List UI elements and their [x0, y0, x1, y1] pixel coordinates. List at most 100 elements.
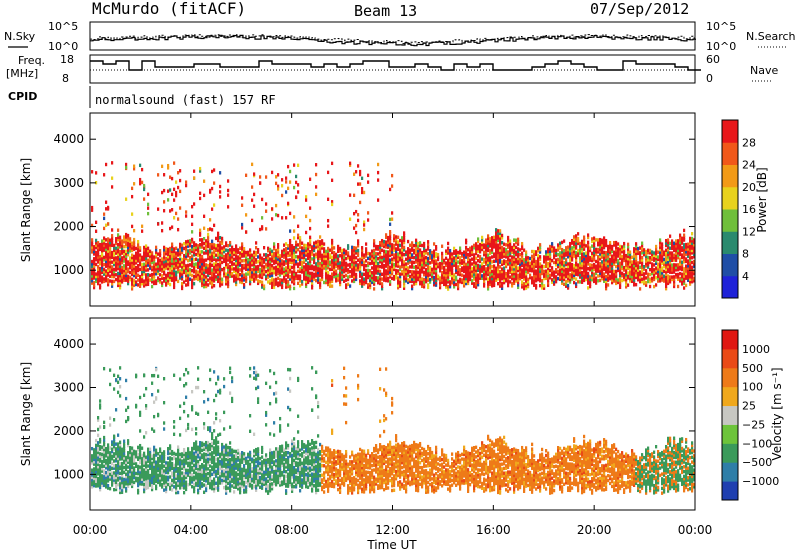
scatter-cell: [137, 254, 140, 258]
scatter-cell: [391, 243, 394, 247]
scatter-cell: [647, 272, 650, 277]
scatter-cell: [391, 276, 394, 281]
scatter-cell: [237, 264, 240, 269]
scatter-cell: [411, 286, 414, 291]
scatter-cell: [617, 268, 620, 273]
scatter-cell: [139, 177, 142, 182]
scatter-cell: [209, 276, 212, 280]
scatter-cell: [113, 434, 116, 438]
scatter-cell: [433, 259, 436, 263]
scatter-cell: [547, 264, 550, 268]
scatter-cell: [165, 280, 168, 285]
scatter-cell: [499, 243, 502, 248]
scatter-cell: [471, 281, 474, 285]
scatter-cell: [327, 270, 330, 275]
scatter-cell: [661, 251, 664, 256]
scatter-cell: [319, 261, 322, 266]
scatter-cell: [349, 262, 352, 267]
scatter-cell: [419, 277, 422, 281]
scatter-cell: [635, 256, 638, 260]
scatter-cell: [107, 249, 110, 253]
scatter-cell: [395, 271, 398, 275]
scatter-cell: [591, 268, 594, 272]
scatter-cell: [269, 262, 272, 266]
scatter-cell: [637, 275, 640, 280]
scatter-cell: [517, 268, 520, 273]
scatter-cell: [211, 263, 214, 267]
scatter-cell: [299, 269, 302, 274]
scatter-cell: [585, 275, 588, 279]
scatter-cell: [385, 259, 388, 264]
scatter-cell: [603, 272, 606, 276]
scatter-cell: [133, 228, 136, 233]
scatter-cell: [127, 253, 130, 257]
scatter-cell: [583, 266, 586, 271]
scatter-cell: [131, 194, 134, 199]
scatter-cell: [191, 268, 194, 273]
scatter-cell: [671, 246, 674, 250]
scatter-cell: [115, 466, 118, 470]
scatter-cell: [479, 269, 482, 273]
scatter-cell: [559, 241, 562, 245]
scatter-cell: [205, 246, 208, 250]
scatter-cell: [381, 265, 384, 269]
scatter-cell: [119, 283, 122, 288]
scatter-cell: [191, 285, 194, 290]
scatter-cell: [573, 268, 576, 273]
scatter-cell: [327, 256, 330, 260]
scatter-cell: [193, 282, 196, 286]
scatter-cell: [617, 266, 620, 270]
scatter-cell: [153, 274, 156, 278]
scatter-cell: [601, 255, 604, 259]
scatter-cell: [535, 259, 538, 264]
scatter-cell: [363, 272, 366, 277]
scatter-cell: [503, 247, 506, 251]
scatter-cell: [171, 268, 174, 273]
scatter-cell: [125, 462, 128, 467]
scatter-cell: [503, 254, 506, 258]
scatter-cell: [305, 272, 308, 277]
scatter-cell: [333, 260, 336, 265]
scatter-cell: [91, 458, 94, 463]
scatter-cell: [103, 481, 106, 485]
scatter-cell: [573, 244, 576, 249]
scatter-cell: [285, 176, 288, 180]
scatter-cell: [451, 254, 454, 259]
scatter-cell: [211, 273, 214, 277]
scatter-cell: [197, 263, 200, 267]
scatter-cell: [165, 256, 168, 261]
scatter-cell: [689, 279, 692, 284]
scatter-cell: [625, 258, 628, 263]
scatter-cell: [99, 278, 102, 283]
scatter-cell: [227, 284, 230, 289]
scatter-cell: [211, 278, 214, 282]
scatter-cell: [161, 262, 164, 266]
scatter-cell: [557, 262, 560, 266]
scatter-cell: [453, 246, 456, 251]
scatter-cell: [105, 451, 108, 456]
scatter-cell: [423, 249, 426, 253]
scatter-cell: [133, 278, 136, 283]
scatter-cell: [167, 166, 170, 170]
scatter-cell: [425, 279, 428, 284]
scatter-cell: [529, 273, 532, 278]
scatter-cell: [583, 254, 586, 259]
scatter-cell: [615, 274, 618, 278]
scatter-cell: [257, 250, 260, 254]
scatter-cell: [159, 273, 162, 277]
scatter-cell: [507, 259, 510, 264]
scatter-cell: [473, 258, 476, 262]
scatter-cell: [457, 270, 460, 274]
scatter-cell: [231, 257, 234, 261]
scatter-cell: [567, 262, 570, 266]
scatter-cell: [669, 268, 672, 272]
scatter-cell: [133, 167, 136, 171]
scatter-cell: [585, 244, 588, 248]
scatter-cell: [351, 257, 354, 262]
scatter-cell: [93, 469, 96, 474]
scatter-cell: [307, 275, 310, 280]
scatter-cell: [219, 250, 222, 254]
scatter-cell: [117, 274, 120, 278]
scatter-cell: [517, 283, 520, 287]
scatter-cell: [115, 408, 118, 412]
